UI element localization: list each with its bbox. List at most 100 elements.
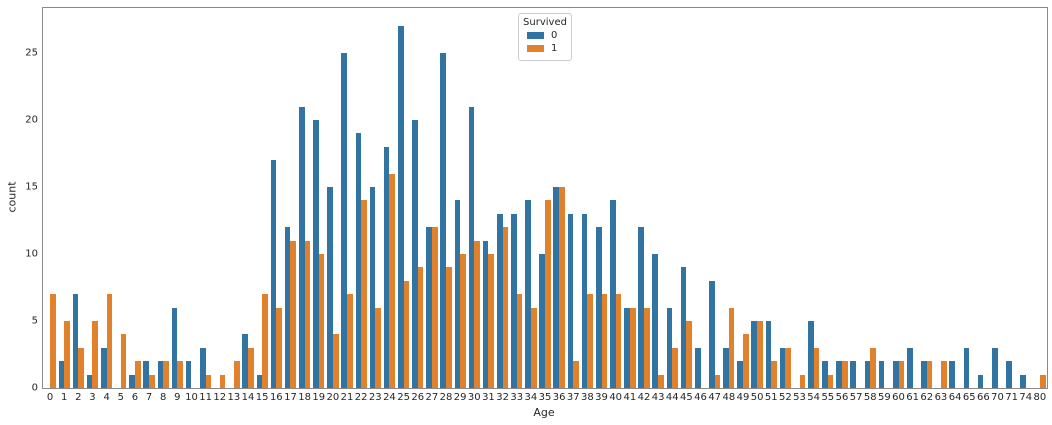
bar-age-21-survived-1 [347, 294, 353, 388]
x-tick-label-14: 14 [241, 392, 255, 403]
bar-age-52-survived-0 [779, 347, 786, 388]
x-tick-label-55: 55 [821, 392, 835, 403]
bar-age-36-survived-0 [553, 186, 560, 388]
x-tick-label-71: 71 [1005, 392, 1019, 403]
x-tick-label-59: 59 [878, 392, 891, 403]
x-tick-label-74: 74 [1019, 392, 1033, 403]
bar-age-28-survived-1 [446, 267, 452, 388]
bar-age-14-survived-0 [242, 334, 249, 388]
x-tick-label-65: 65 [962, 392, 976, 403]
legend-label: 1 [551, 43, 558, 54]
x-tick-label-24: 24 [383, 392, 396, 403]
bar-age-63-survived-1 [940, 361, 947, 388]
x-tick-label-44: 44 [665, 392, 679, 403]
legend-entry-survived-0: 0 [527, 30, 571, 41]
bar-age-38-survived-1 [587, 294, 594, 388]
x-tick-label-6: 6 [131, 392, 139, 403]
bar-age-3-survived-0 [86, 374, 93, 388]
bar-age-38-survived-0 [581, 213, 588, 388]
bar-age-80-survived-1 [1039, 374, 1046, 388]
x-tick-label-70: 70 [991, 392, 1004, 403]
x-tick-label-21: 21 [340, 392, 354, 403]
bar-age-57-survived-0 [850, 361, 857, 388]
bar-age-46-survived-0 [694, 347, 701, 388]
bar-age-31-survived-0 [482, 240, 489, 388]
x-tick-label-62: 62 [920, 392, 934, 403]
bar-age-33-survived-0 [511, 213, 517, 388]
bar-age-42-survived-0 [638, 227, 644, 388]
bar-age-8-survived-0 [157, 361, 164, 388]
bar-age-59-survived-0 [878, 361, 885, 388]
bar-age-40-survived-1 [615, 294, 622, 388]
x-tick-labels: 0 1 2 3 4 5 6 7 8 9 10 11 12 13 14 15 16 17 18 19 20 21 22 23 24… [43, 8, 1047, 403]
x-tick-label-54: 54 [807, 392, 821, 403]
x-tick-label-80: 80 [1033, 392, 1047, 403]
bar-age-28-survived-0 [440, 52, 447, 388]
x-tick-label-5: 5 [117, 392, 124, 403]
bar-age-74-survived-0 [1020, 374, 1026, 388]
bar-age-52-survived-1 [785, 347, 792, 388]
x-tick-label-0: 0 [46, 392, 54, 403]
x-tick-label-20: 20 [326, 392, 340, 403]
y-tick-label-0: 0 [31, 382, 38, 394]
bar-age-31-survived-1 [488, 253, 495, 388]
x-tick-label-17: 17 [284, 392, 297, 403]
x-tick-label-19: 19 [312, 392, 326, 403]
bar-age-49-survived-0 [737, 361, 743, 388]
bar-age-23-survived-1 [375, 307, 381, 388]
bar-age-55-survived-1 [827, 374, 834, 388]
x-tick-label-50: 50 [750, 392, 764, 403]
x-tick-label-13: 13 [227, 392, 241, 403]
bar-age-17-survived-1 [290, 240, 297, 388]
bar-age-4-survived-1 [106, 294, 113, 388]
bar-age-45-survived-0 [680, 267, 687, 388]
legend-entry-survived-1: 1 [527, 43, 571, 54]
x-tick-label-28: 28 [439, 392, 453, 403]
plot-area: 0 5 10 15 20 25 0 1 2 3 4 5 6 7 8 9 10 11 12 13 14 15 16 17 18 1… [25, 7, 1048, 403]
bar-age-15-survived-1 [262, 294, 268, 388]
legend-title: Survived [523, 17, 567, 28]
bar-age-35-survived-0 [539, 253, 545, 388]
bar-age-26-survived-1 [417, 267, 424, 388]
bar-age-41-survived-1 [629, 307, 636, 388]
bar-age-44-survived-0 [666, 307, 673, 388]
bar-age-25-survived-0 [397, 26, 404, 388]
bar-age-7-survived-1 [149, 374, 155, 388]
x-tick-label-23: 23 [368, 392, 382, 403]
bar-age-19-survived-1 [318, 253, 325, 388]
bar-age-33-survived-1 [516, 294, 523, 388]
bar-age-9-survived-1 [177, 361, 183, 388]
bar-age-70-survived-0 [991, 347, 998, 388]
bar-age-47-survived-1 [714, 374, 721, 388]
bar-age-60-survived-1 [898, 361, 905, 388]
bar-age-24-survived-1 [389, 173, 396, 388]
x-tick-label-57: 57 [849, 392, 863, 403]
bar-age-5-survived-1 [120, 334, 127, 388]
x-tick-label-35: 35 [538, 392, 552, 403]
x-tick-label-25: 25 [397, 392, 410, 403]
x-tick-label-39: 39 [595, 392, 608, 403]
bar-age-7-survived-0 [143, 361, 150, 388]
bar-age-24-survived-0 [383, 146, 390, 388]
bar-age-25-survived-1 [403, 280, 410, 388]
bar-age-51-survived-0 [765, 320, 772, 388]
bar-age-13-survived-1 [233, 361, 240, 388]
bar-age-65-survived-0 [963, 347, 970, 388]
x-tick-label-7: 7 [145, 392, 153, 403]
bar-age-21-survived-0 [341, 52, 348, 388]
x-tick-label-52: 52 [779, 392, 792, 403]
x-tick-label-37: 37 [566, 392, 580, 403]
x-tick-label-1: 1 [61, 392, 68, 403]
y-tick-labels: 0 5 10 15 20 25 [25, 8, 1047, 393]
bar-age-35-survived-1 [545, 200, 551, 388]
bar-age-51-survived-1 [771, 361, 777, 388]
bar-age-61-survived-0 [907, 347, 913, 388]
x-tick-label-36: 36 [552, 392, 566, 403]
bar-age-16-survived-0 [270, 160, 277, 388]
bar-age-45-survived-1 [686, 320, 693, 388]
y-tick-label-10: 10 [25, 248, 38, 260]
bar-age-26-survived-0 [412, 119, 418, 388]
x-tick-label-31: 31 [482, 392, 495, 403]
x-tick-label-56: 56 [835, 392, 849, 403]
legend-label: 0 [551, 30, 558, 41]
